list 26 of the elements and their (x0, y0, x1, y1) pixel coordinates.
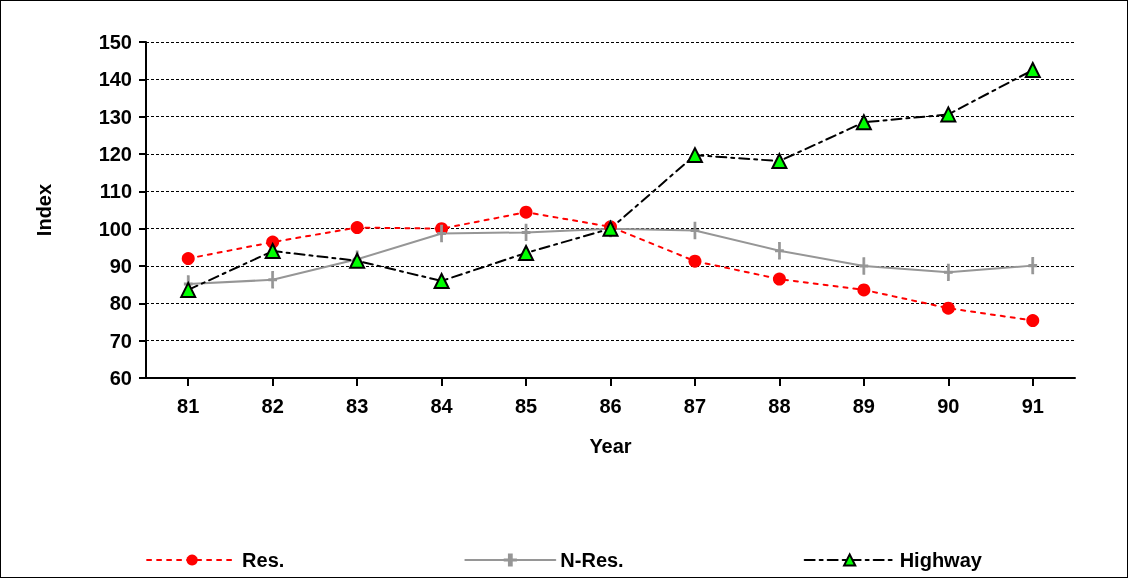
x-tick-label: 82 (261, 395, 284, 417)
x-tick-label: 83 (346, 395, 369, 417)
legend-label: Res. (242, 549, 285, 571)
x-tick-label: 86 (599, 395, 622, 417)
y-tick-label: 80 (109, 292, 132, 315)
y-tick-label: 60 (109, 367, 132, 389)
y-tick-label: 90 (109, 255, 132, 277)
y-tick-label: 70 (109, 329, 132, 352)
x-tick-label: 88 (768, 395, 791, 417)
x-tick-label: 89 (852, 395, 875, 417)
x-tick-label: 87 (683, 395, 707, 417)
y-axis-title: Index (33, 183, 55, 237)
y-tick-label: 100 (98, 217, 132, 240)
y-tick-label: 130 (98, 105, 132, 128)
x-tick-label: 91 (1021, 395, 1044, 417)
y-tick-label: 150 (98, 31, 132, 53)
y-tick-label: 120 (98, 143, 132, 165)
x-axis-title: Year (589, 435, 632, 457)
x-tick-label: 84 (430, 395, 454, 417)
y-tick-label: 110 (99, 180, 132, 203)
legend-label: Highway (899, 549, 983, 571)
x-tick-label: 81 (177, 395, 200, 417)
legend-label: N-Res. (560, 549, 624, 571)
y-tick-label: 140 (98, 68, 132, 91)
x-tick-label: 85 (514, 395, 538, 417)
x-tick-label: 90 (937, 395, 960, 417)
